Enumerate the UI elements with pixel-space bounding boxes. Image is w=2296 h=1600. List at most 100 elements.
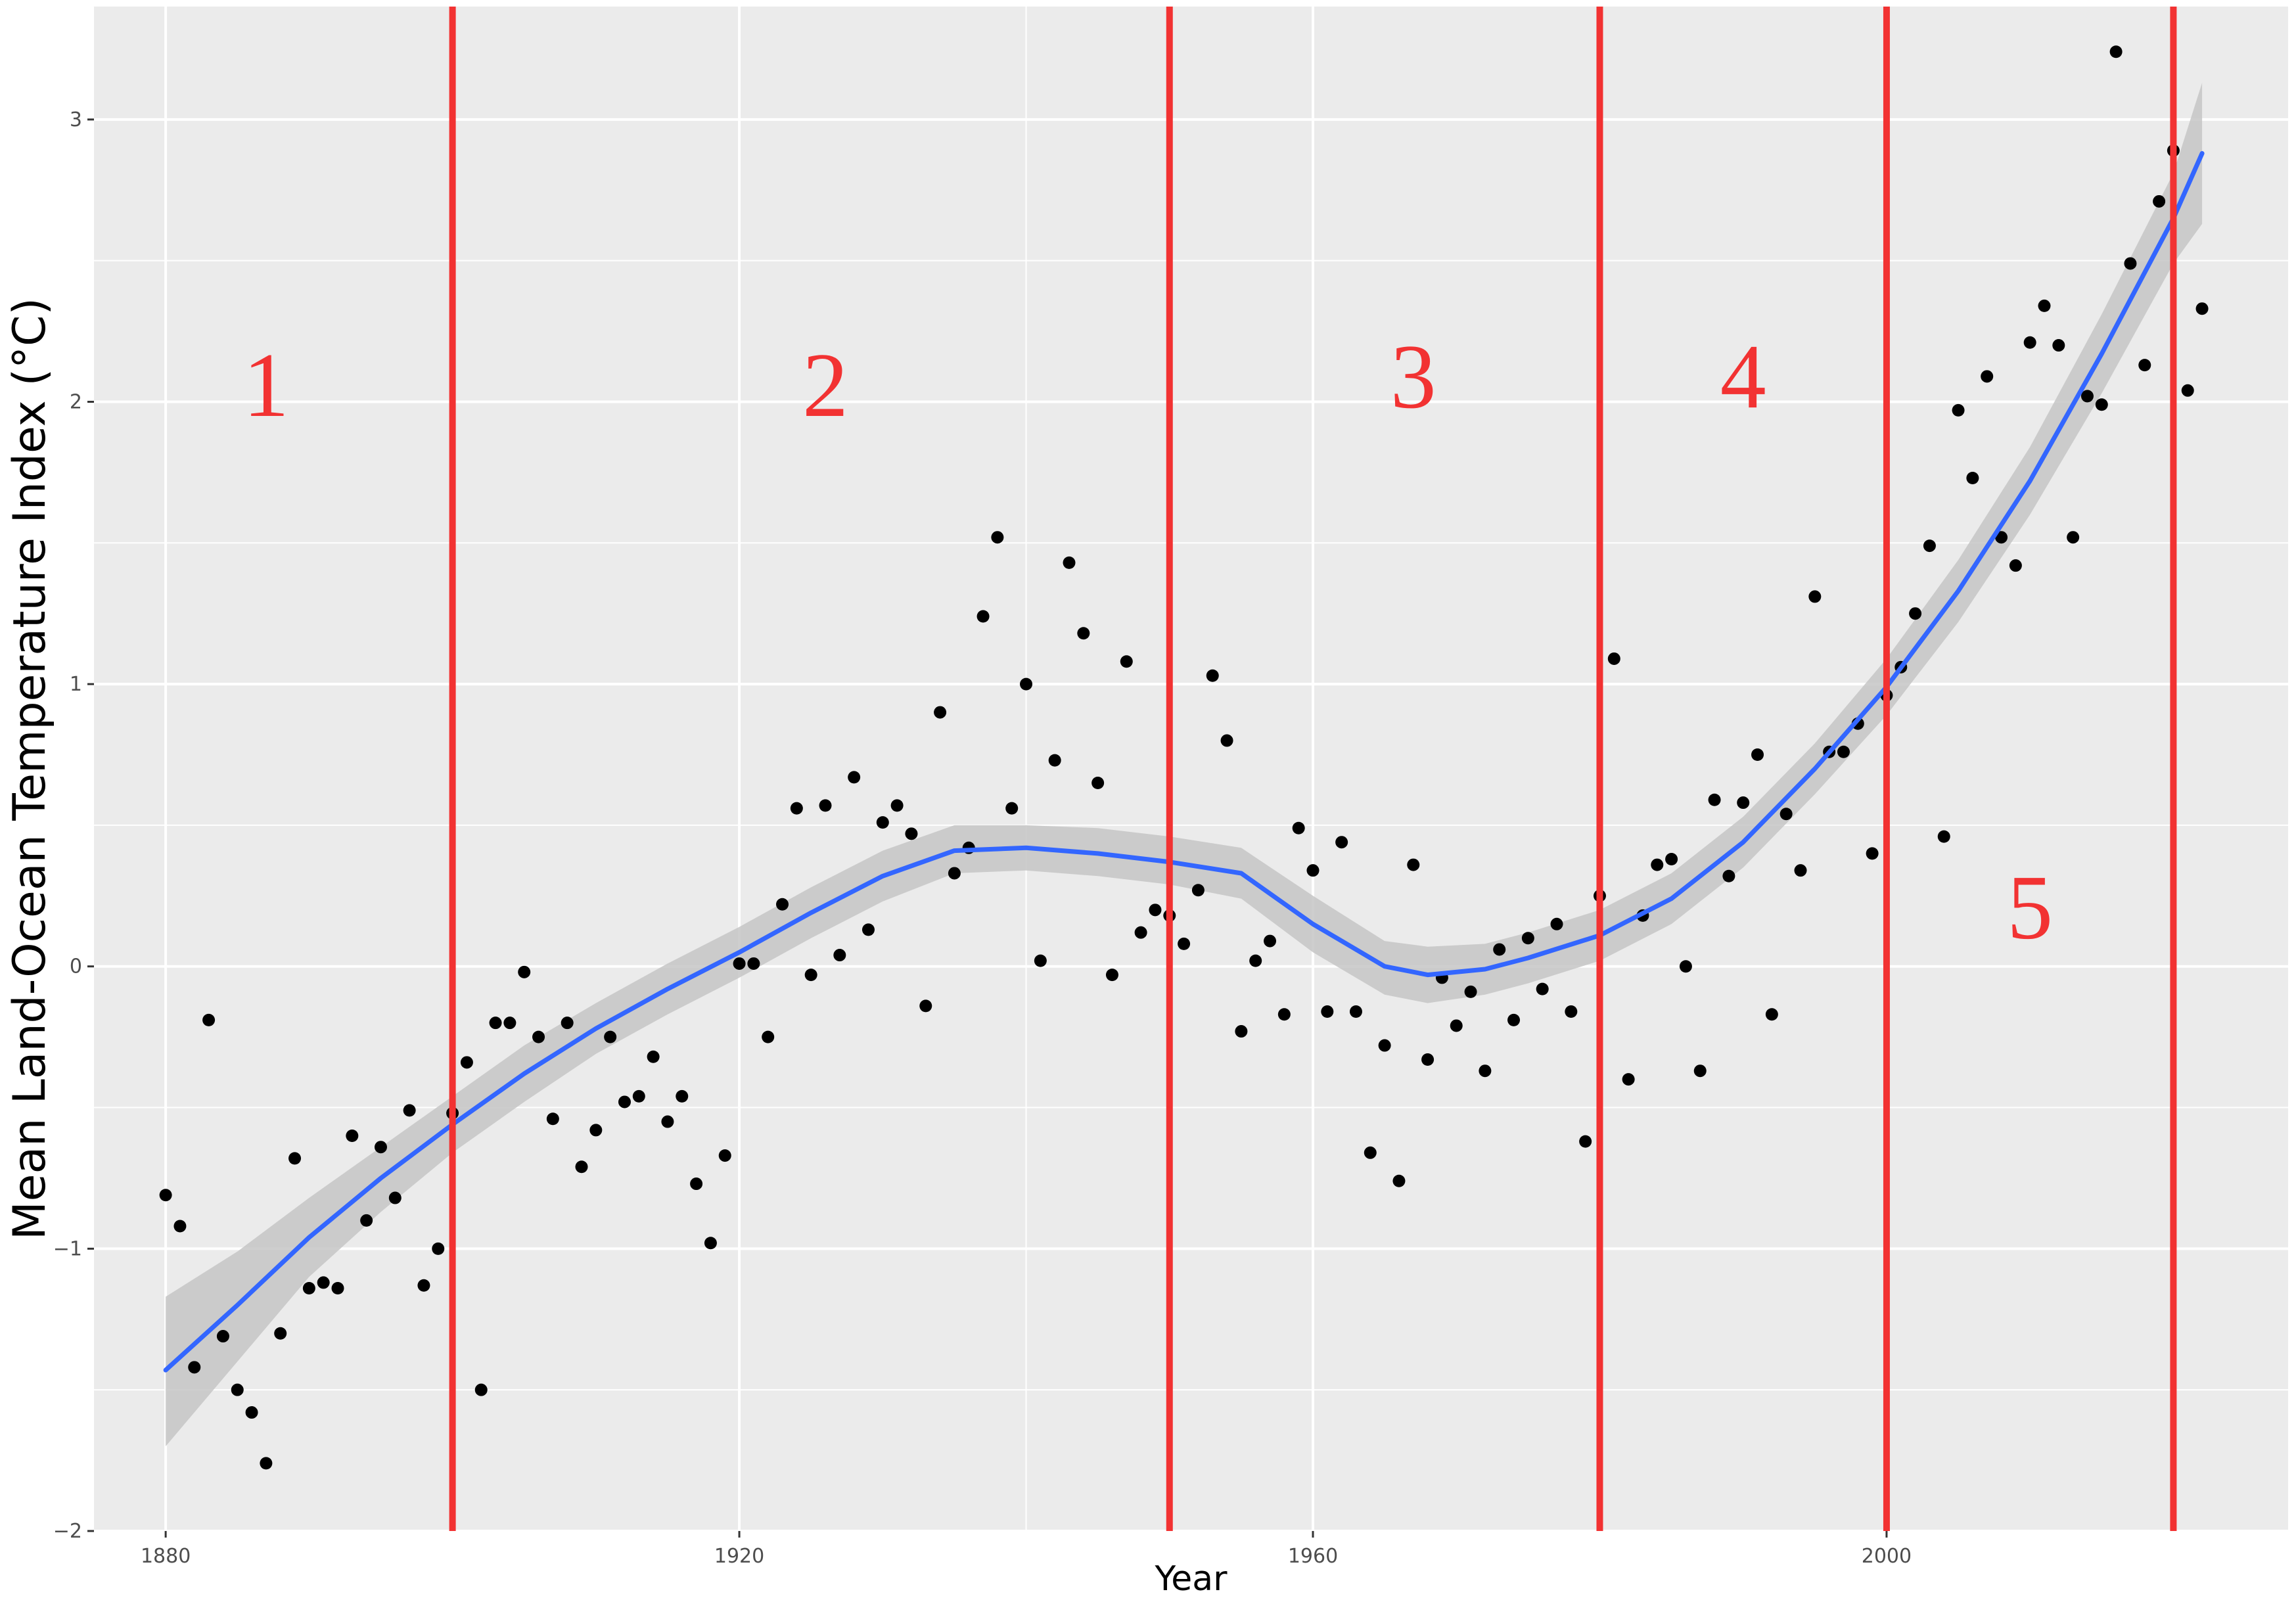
data-point (1794, 864, 1807, 877)
data-point (661, 1115, 674, 1128)
data-point (1421, 1053, 1435, 1066)
data-point (1536, 982, 1549, 995)
data-point (690, 1177, 703, 1191)
data-point (848, 771, 861, 784)
data-point (1392, 1174, 1406, 1187)
data-point (1665, 852, 1678, 865)
data-point (188, 1361, 201, 1374)
data-point (1306, 864, 1320, 877)
data-point (460, 1056, 473, 1069)
data-point (173, 1220, 187, 1233)
data-point (1622, 1073, 1635, 1086)
data-point (2138, 359, 2151, 372)
data-point (518, 965, 531, 978)
data-point (905, 827, 918, 840)
data-point (1579, 1135, 1592, 1148)
data-point (1277, 1008, 1291, 1021)
data-point (1507, 1013, 1521, 1026)
data-point (618, 1095, 631, 1109)
data-point (1264, 934, 1277, 948)
data-point (1765, 1008, 1778, 1021)
data-point (762, 1030, 775, 1043)
data-point (704, 1237, 717, 1250)
data-point (2195, 302, 2209, 315)
data-point (2009, 559, 2022, 572)
data-point (1995, 531, 2008, 544)
data-point (776, 898, 789, 911)
data-point (474, 1383, 488, 1396)
divider-lines (449, 7, 2177, 1531)
data-point (632, 1089, 645, 1103)
data-point (1220, 734, 1233, 747)
data-point (1034, 954, 1047, 967)
data-point (1923, 539, 1936, 553)
data-point (561, 1017, 574, 1030)
data-point (1249, 954, 1262, 967)
y-tick-label: 0 (70, 955, 82, 978)
region-label: 1 (243, 334, 289, 436)
data-point (890, 799, 904, 812)
data-point (2181, 384, 2194, 397)
data-point (546, 1112, 559, 1126)
data-point (1335, 836, 1348, 849)
data-point (1464, 985, 1477, 998)
data-point (1751, 748, 1764, 762)
x-tick-label: 1880 (141, 1545, 191, 1568)
data-point (274, 1327, 287, 1340)
data-point (2124, 257, 2137, 270)
data-point (676, 1089, 689, 1103)
data-point (1866, 847, 1879, 860)
data-point (2052, 339, 2065, 352)
data-point (1349, 1005, 1362, 1018)
data-point (1966, 471, 1979, 484)
data-point (231, 1383, 244, 1396)
data-point (302, 1282, 315, 1295)
data-point (819, 799, 832, 812)
data-point (2153, 194, 2166, 208)
x-axis-title: Year (1154, 1559, 1228, 1599)
data-point (1521, 932, 1534, 945)
y-tick-label: −2 (53, 1520, 82, 1543)
data-point (288, 1152, 302, 1165)
confidence-band-layer (166, 83, 2203, 1447)
x-tick-label: 1920 (714, 1545, 764, 1568)
data-point (1779, 808, 1793, 821)
data-point (374, 1141, 387, 1154)
data-point (790, 802, 803, 815)
data-point (489, 1017, 502, 1030)
data-point (388, 1191, 402, 1204)
data-point (260, 1457, 273, 1470)
region-label: 3 (1390, 326, 1436, 428)
data-point (1134, 926, 1147, 939)
data-point (861, 923, 875, 936)
data-point (1981, 370, 1994, 383)
data-point (1607, 652, 1620, 665)
data-point (432, 1242, 445, 1255)
data-point (1235, 1025, 1248, 1038)
x-tick-label: 1960 (1288, 1545, 1338, 1568)
y-tick-label: 2 (70, 390, 82, 413)
data-point (2080, 390, 2094, 403)
data-point (417, 1279, 430, 1292)
data-point (360, 1214, 373, 1227)
data-point (1005, 802, 1019, 815)
region-label: 2 (802, 334, 848, 436)
data-point (1722, 869, 1735, 882)
data-point (2067, 531, 2080, 544)
data-point (1105, 969, 1118, 982)
data-point (1178, 937, 1191, 950)
y-tick-label: 1 (70, 673, 82, 696)
data-point (1321, 1005, 1334, 1018)
data-point (1808, 590, 1822, 603)
data-point (532, 1030, 545, 1043)
data-point (1091, 776, 1105, 789)
region-label: 5 (2007, 857, 2053, 959)
data-point (2023, 336, 2036, 349)
data-point (1063, 556, 1076, 569)
data-point (1120, 655, 1133, 668)
data-point (747, 957, 760, 970)
data-point (245, 1406, 258, 1419)
data-point (1292, 821, 1305, 834)
data-point (1550, 917, 1563, 930)
data-point (876, 816, 889, 829)
